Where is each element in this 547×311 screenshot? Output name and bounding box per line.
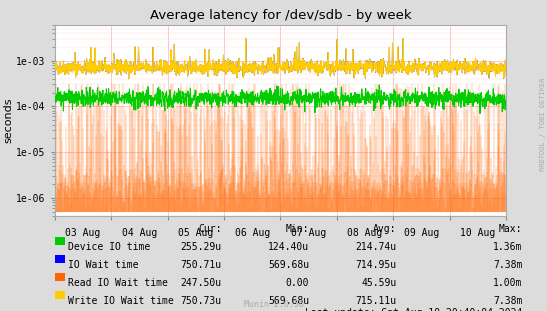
Text: Max:: Max:: [499, 224, 522, 234]
Text: 06 Aug: 06 Aug: [235, 228, 270, 238]
Text: 124.40u: 124.40u: [268, 242, 309, 252]
Text: 45.59u: 45.59u: [362, 278, 397, 288]
Text: 08 Aug: 08 Aug: [347, 228, 382, 238]
Text: 1.00m: 1.00m: [493, 278, 522, 288]
Text: 214.74u: 214.74u: [356, 242, 397, 252]
Title: Average latency for /dev/sdb - by week: Average latency for /dev/sdb - by week: [149, 9, 411, 22]
Text: 714.95u: 714.95u: [356, 260, 397, 270]
Text: Min:: Min:: [286, 224, 309, 234]
Text: Last update: Sat Aug 10 20:40:04 2024: Last update: Sat Aug 10 20:40:04 2024: [305, 308, 522, 311]
Text: Cur:: Cur:: [198, 224, 222, 234]
Y-axis label: seconds: seconds: [3, 98, 14, 143]
Text: 10 Aug: 10 Aug: [460, 228, 496, 238]
Text: 07 Aug: 07 Aug: [291, 228, 326, 238]
Text: 750.73u: 750.73u: [181, 296, 222, 306]
Text: 09 Aug: 09 Aug: [404, 228, 439, 238]
Text: 715.11u: 715.11u: [356, 296, 397, 306]
Text: 0.00: 0.00: [286, 278, 309, 288]
Text: 255.29u: 255.29u: [181, 242, 222, 252]
Text: RRDTOOL / TOBI OETIKER: RRDTOOL / TOBI OETIKER: [540, 78, 546, 171]
Text: 7.38m: 7.38m: [493, 260, 522, 270]
Text: 7.38m: 7.38m: [493, 296, 522, 306]
Text: Write IO Wait time: Write IO Wait time: [68, 296, 174, 306]
Text: Avg:: Avg:: [373, 224, 397, 234]
Text: 04 Aug: 04 Aug: [121, 228, 157, 238]
Text: 569.68u: 569.68u: [268, 296, 309, 306]
Text: Read IO Wait time: Read IO Wait time: [68, 278, 168, 288]
Text: 247.50u: 247.50u: [181, 278, 222, 288]
Text: 05 Aug: 05 Aug: [178, 228, 213, 238]
Text: 750.71u: 750.71u: [181, 260, 222, 270]
Text: 1.36m: 1.36m: [493, 242, 522, 252]
Text: IO Wait time: IO Wait time: [68, 260, 139, 270]
Text: Munin 2.0.56: Munin 2.0.56: [243, 300, 304, 309]
Text: 569.68u: 569.68u: [268, 260, 309, 270]
Text: 03 Aug: 03 Aug: [65, 228, 101, 238]
Text: Device IO time: Device IO time: [68, 242, 150, 252]
